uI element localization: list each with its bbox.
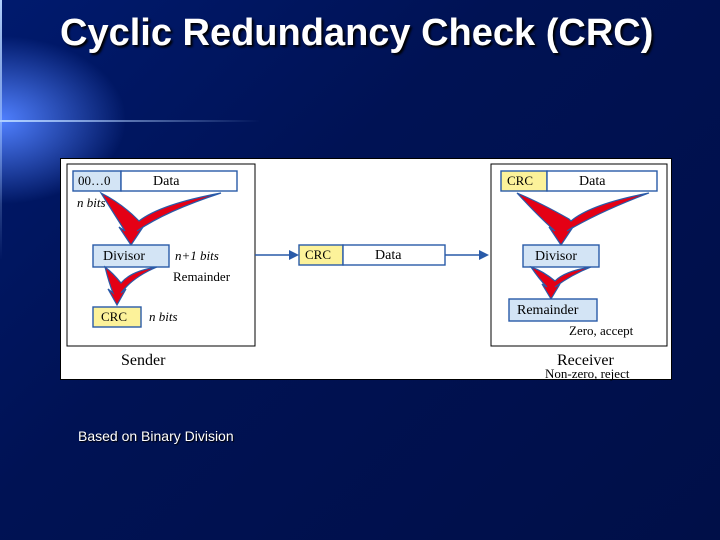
red-arrow-sender xyxy=(101,193,221,245)
caption: Based on Binary Division xyxy=(78,428,234,444)
transit-data-label: Data xyxy=(375,248,402,263)
arrow-to-transit-head xyxy=(289,250,299,260)
red-arrow-receiver-2 xyxy=(531,267,591,299)
red-arrow-receiver-1 xyxy=(517,193,649,245)
sender-crc-label: CRC xyxy=(101,309,127,324)
arrow-to-receiver-head xyxy=(479,250,489,260)
receiver-remainder-label: Remainder xyxy=(517,303,579,318)
red-arrow-sender-2 xyxy=(105,267,157,305)
sender-data-label: Data xyxy=(153,174,180,189)
sender-remainder-label: Remainder xyxy=(173,269,231,284)
receiver-divisor-label: Divisor xyxy=(535,249,577,264)
receiver-result-2: Non-zero, reject xyxy=(545,366,630,381)
receiver-crc-label: CRC xyxy=(507,173,533,188)
sender-padding-label: 00…0 xyxy=(78,173,111,188)
crc-diagram: 00…0 Data n bits Divisor n+1 bits Remain… xyxy=(60,158,672,380)
sender-crc-bits: n bits xyxy=(149,309,178,324)
receiver-data-label: Data xyxy=(579,174,606,189)
sender-panel-label: Sender xyxy=(121,352,166,369)
transit-crc-label: CRC xyxy=(305,247,331,262)
sender-divisor-bits: n+1 bits xyxy=(175,248,219,263)
receiver-result-1: Zero, accept xyxy=(569,323,634,338)
page-title: Cyclic Redundancy Check (CRC) xyxy=(60,12,680,56)
sender-divisor-label: Divisor xyxy=(103,249,145,264)
sender-nbits-label: n bits xyxy=(77,195,106,210)
